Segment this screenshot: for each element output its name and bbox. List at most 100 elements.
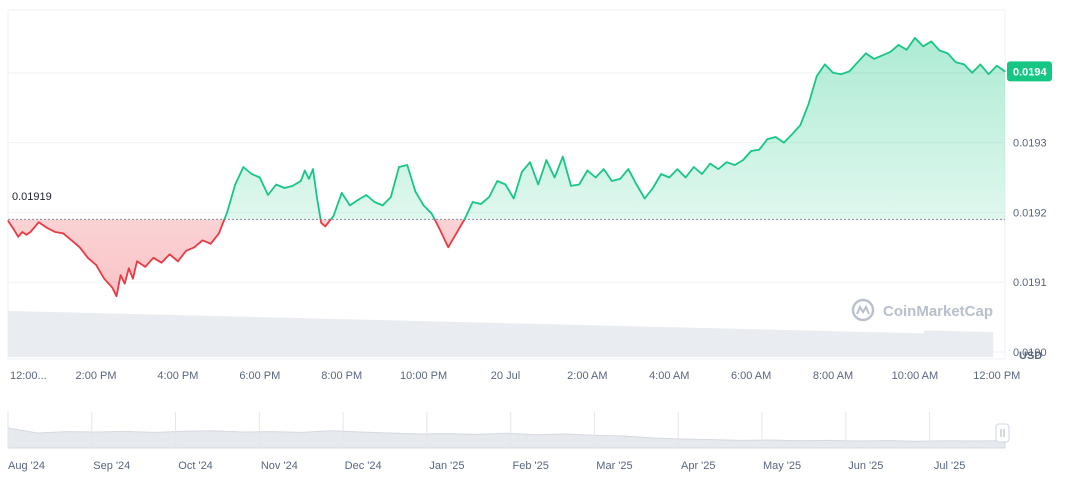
price-point	[963, 63, 965, 65]
x-tick-label: 4:00 PM	[157, 370, 198, 382]
volume-bar	[308, 318, 314, 357]
volume-bar	[884, 332, 890, 357]
y-tick-label: 0.0190	[1013, 347, 1047, 359]
volume-bar	[850, 331, 856, 357]
volume-bar	[288, 317, 294, 357]
volume-bar	[42, 311, 48, 357]
price-point	[545, 159, 548, 161]
volume-bar	[333, 318, 339, 357]
price-point	[439, 229, 441, 231]
price-point	[193, 246, 195, 248]
price-point	[349, 204, 351, 206]
range-navigator[interactable]: Aug '24 Sep '24 Oct '24 Nov '24 Dec '24 Jan '…	[7, 412, 1010, 472]
volume-bar	[52, 312, 58, 357]
price-point	[398, 166, 400, 168]
price-point	[382, 204, 384, 206]
volume-bar	[101, 313, 107, 357]
navigator-labels: Aug '24 Sep '24 Oct '24 Nov '24 Dec '24 Jan '…	[8, 460, 965, 472]
x-tick-label: 12:00 PM	[973, 370, 1020, 382]
price-point	[627, 168, 629, 170]
volume-bar	[337, 319, 344, 357]
volume-bar	[554, 324, 560, 357]
volume-bar	[37, 311, 43, 357]
volume-bar	[603, 325, 610, 357]
volume-bar	[741, 328, 747, 357]
navigator-month-label: May '25	[763, 460, 801, 472]
volume-bar	[367, 319, 373, 357]
price-point	[652, 187, 654, 189]
price-point	[562, 156, 564, 158]
volume-bar	[924, 330, 930, 357]
volume-bar	[411, 320, 417, 357]
volume-bar	[835, 331, 841, 357]
price-point	[251, 173, 253, 175]
price-point	[275, 183, 277, 186]
volume-bar	[712, 328, 718, 357]
price-point	[300, 180, 302, 182]
price-point	[897, 44, 900, 46]
volume-bar	[91, 313, 97, 357]
volume-bar	[599, 325, 605, 357]
price-point	[128, 267, 130, 269]
volume-bar	[722, 328, 728, 357]
volume-bar	[805, 330, 811, 357]
volume-bar	[461, 322, 467, 357]
volume-bar	[830, 331, 836, 357]
volume-bar	[303, 318, 309, 357]
price-point	[54, 231, 56, 233]
volume-bar	[904, 332, 910, 357]
volume-bar	[879, 332, 885, 357]
reference-label: 0.01919	[9, 189, 59, 204]
volume-bar	[943, 330, 949, 357]
price-point	[79, 246, 81, 248]
volume-bar	[431, 321, 437, 357]
price-point	[881, 54, 883, 57]
navigator-month-label: Jan '25	[429, 460, 464, 472]
price-point	[111, 287, 113, 289]
volume-bar	[820, 330, 826, 357]
price-point	[750, 150, 752, 152]
x-tick-label: 4:00 AM	[649, 370, 689, 382]
price-point	[136, 260, 138, 262]
x-tick-label: 20 Jul	[491, 370, 520, 382]
x-tick-label: 2:00 AM	[567, 370, 607, 382]
volume-bar	[47, 311, 53, 357]
price-point	[611, 180, 613, 182]
price-point	[152, 257, 154, 259]
volume-bar	[825, 331, 831, 357]
price-point	[283, 187, 285, 189]
volume-bar	[727, 328, 733, 357]
price-point	[873, 58, 875, 60]
volume-bar	[869, 332, 875, 357]
price-point	[447, 246, 449, 248]
volume-bar	[643, 326, 649, 357]
volume-bar	[500, 323, 506, 357]
volume-bar	[397, 320, 403, 357]
volume-bar	[761, 329, 767, 357]
navigator-handle[interactable]	[995, 423, 1010, 443]
price-point	[267, 194, 269, 196]
price-point	[431, 213, 433, 215]
volume-bar	[539, 324, 546, 357]
volume-bar	[574, 324, 580, 357]
volume-bar	[126, 313, 132, 357]
price-point	[619, 178, 621, 180]
volume-bar	[672, 327, 678, 357]
volume-bar	[456, 321, 462, 357]
price-point	[742, 159, 744, 161]
volume-bar	[638, 326, 644, 357]
volume-bar	[136, 314, 142, 357]
volume-bar	[682, 327, 688, 357]
price-point	[668, 176, 670, 179]
volume-bar	[756, 329, 762, 357]
volume-bar	[717, 328, 723, 357]
volume-bar	[150, 314, 156, 357]
volume-bar	[874, 332, 880, 357]
volume-bar	[165, 314, 171, 357]
price-point	[472, 201, 474, 203]
volume-bar	[175, 315, 181, 357]
volume-bar	[446, 321, 452, 357]
volume-bar	[377, 320, 383, 357]
volume-bar	[200, 315, 206, 357]
